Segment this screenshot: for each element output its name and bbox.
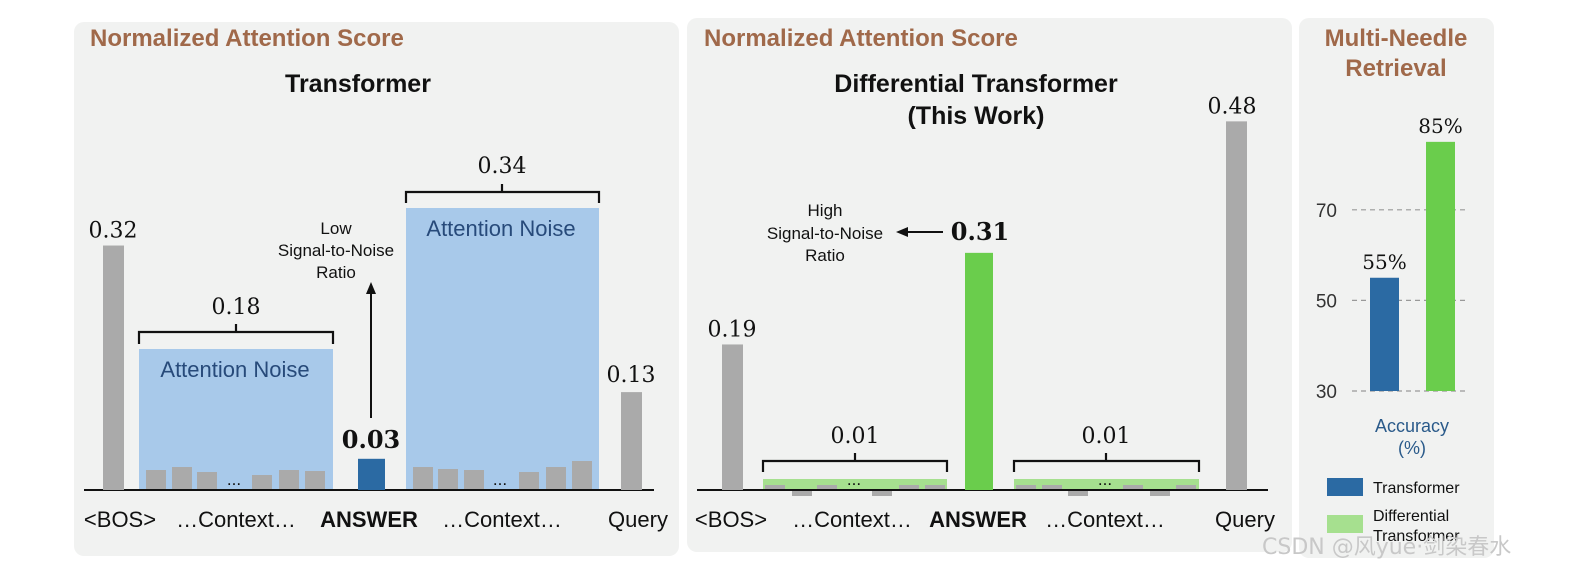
value-label-context-left: 0.01 [831,424,880,449]
value-label-answer: 0.03 [342,425,400,454]
value-label-bos: 0.19 [708,317,757,342]
bar-bos [103,245,124,490]
context-bars-right [413,461,592,490]
x-tick-label: ANSWER [929,507,1027,532]
x-tick-label: ANSWER [320,507,418,532]
chart-marks: 0.32 0.18 0.03 0.34 0.13 <BOS> …Context… ANSWER… [84,94,1468,532]
noise-label-right: Attention Noise [426,216,575,241]
value-label-context-right: 0.34 [478,154,527,179]
value-label: 85% [1418,114,1462,138]
panel2-title-line1: Differential Transformer [834,70,1118,98]
context-ellipsis: ... [493,470,507,489]
context-ellipsis: ... [847,470,861,489]
panel1-header: Normalized Attention Score [90,25,404,52]
legend-label-transformer: Transformer [1373,480,1460,497]
x-tick-label: <BOS> [695,507,767,532]
bar-query [621,392,642,490]
bar-answer [358,458,385,490]
bar-bos [722,344,743,490]
legend-label-diff-line1: Differential [1373,508,1449,525]
accuracy-label-line1: Accuracy [1375,416,1449,436]
high-snr-line3: Ratio [805,246,845,265]
low-snr-line2: Signal-to-Noise [278,241,394,260]
panel3-title-line1: Multi-Needle [1325,25,1468,52]
value-label-context-right: 0.01 [1082,424,1131,449]
context-bars-left [146,467,325,490]
x-tick-label: …Context… [176,507,296,532]
noise-strip-right [1014,479,1199,490]
low-snr-line1: Low [320,219,352,238]
panel3-title-line2: Retrieval [1345,55,1446,82]
value-label-answer: 0.31 [951,217,1009,246]
x-tick-label: Query [1215,507,1275,532]
x-tick-label: Query [608,507,668,532]
value-label-bos: 0.32 [89,219,138,244]
value-label-context-left: 0.18 [212,295,261,320]
brace-diff-left [761,453,949,472]
value-label: 55% [1362,250,1406,274]
bar-answer [965,252,993,490]
panel2-header: Normalized Attention Score [704,25,1018,52]
y-tick-label: 30 [1316,382,1337,403]
context-bars-diff-right [1016,485,1196,496]
bar-diff-transformer [1426,141,1455,391]
panel1-title: Transformer [285,70,431,98]
brace-diff-right [1012,453,1201,472]
panel2-title-line2: (This Work) [907,102,1044,130]
value-label-query: 0.13 [607,363,656,388]
attention-noise-region-right [406,208,599,490]
high-snr-line2: Signal-to-Noise [767,224,883,243]
legend-swatch-diff [1327,515,1363,533]
context-bars-diff-left [765,485,945,496]
x-tick-label: …Context… [792,507,912,532]
high-snr-line1: High [808,201,843,220]
x-tick-label: …Context… [1045,507,1165,532]
snr-arrow-head [366,282,376,294]
x-tick-label: <BOS> [84,507,156,532]
x-tick-label: …Context… [442,507,562,532]
brace-left [137,324,335,344]
bar-query [1226,121,1247,491]
noise-label-left: Attention Noise [160,357,309,382]
bar-transformer [1370,277,1399,391]
value-label-query: 0.48 [1208,94,1257,119]
y-tick-label: 70 [1316,201,1337,222]
high-snr-arrow-head [896,227,908,237]
accuracy-label-line2: (%) [1398,438,1426,458]
context-ellipsis: ... [1098,470,1112,489]
attention-noise-region-left [139,349,333,490]
legend-swatch-transformer [1327,478,1363,496]
y-tick-label: 50 [1316,291,1337,312]
brace-right [404,184,601,203]
legend-label-diff-line2: Transformer [1373,528,1460,545]
low-snr-line3: Ratio [316,263,356,282]
noise-strip-left [763,479,947,490]
context-ellipsis: ... [227,470,241,489]
watermark: CSDN @风yu̇e·剑染春水 [1262,535,1511,560]
